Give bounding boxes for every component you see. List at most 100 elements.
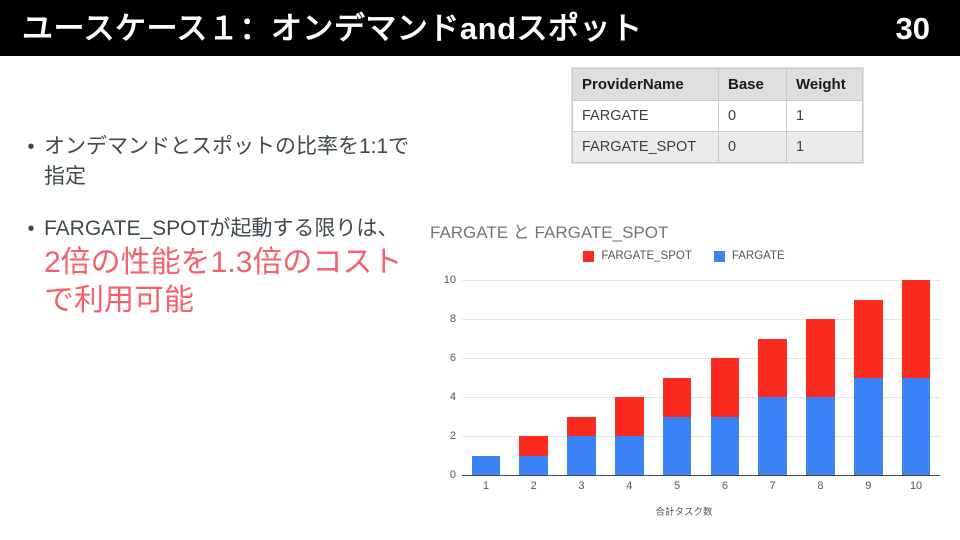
bar-stack[interactable] [901,280,931,475]
chart-x-axis-label: 合計タスク数 [655,507,713,518]
bar-slot[interactable] [797,280,845,475]
cell-weight: 1 [786,100,863,132]
y-tick-label: 0 [449,469,456,481]
bar-segment-fargate[interactable] [758,397,788,475]
x-tick-label: 10 [909,480,923,492]
slide-number: 30 [895,10,930,46]
y-tick-label: 10 [443,274,456,286]
x-tick-label: 5 [674,480,681,492]
y-tick-label: 4 [449,391,456,403]
bar-slot[interactable] [844,280,892,475]
column-header-base: Base [718,68,787,101]
cell-weight: 1 [786,131,863,163]
bar-slot[interactable] [749,280,797,475]
bar-segment-fargate-spot[interactable] [519,436,549,456]
bar-segment-fargate[interactable] [710,416,740,475]
bar-segment-fargate-spot[interactable] [567,416,596,436]
bar-segment-fargate[interactable] [567,436,596,475]
bar-slot[interactable] [462,280,510,475]
bar-slot[interactable] [701,280,749,475]
y-tick-label: 2 [449,430,456,442]
legend-label: FARGATE_SPOT [601,250,692,262]
x-tick-label: 8 [817,480,824,492]
bar-segment-fargate-spot[interactable] [758,338,788,397]
slide-title-bar: ユースケース１：オンデマンドandスポット 30 [0,0,960,56]
gridline [462,280,940,281]
gridline [462,436,940,437]
bar-segment-fargate-spot[interactable] [614,397,644,436]
y-tick-label: 6 [449,352,456,364]
bar-slot[interactable] [558,280,606,475]
gridline [462,397,940,398]
bar-slot[interactable] [653,280,701,475]
bar-segment-fargate[interactable] [806,397,835,475]
legend-item-fargate: FARGATE [713,250,785,262]
cell-base: 0 [718,131,787,163]
legend-label: FARGATE [731,250,785,262]
table-row: FARGATE_SPOT 0 1 [572,131,863,163]
bar-slot[interactable] [892,280,940,475]
bar-slot[interactable] [605,280,653,475]
x-tick-label: 6 [721,480,728,492]
bar-stack[interactable] [567,416,596,475]
chart-legend: FARGATE_SPOT FARGATE [420,250,948,262]
bar-stack[interactable] [662,377,692,475]
x-tick-label: 4 [626,480,633,492]
chart-x-axis-line [462,474,940,476]
bar-segment-fargate[interactable] [471,455,501,475]
bullet-text-plain: オンデマンドとスポットの比率を1:1で指定 [44,135,410,188]
bar-segment-fargate[interactable] [614,436,644,475]
x-tick-label: 2 [530,480,537,492]
chart-x-axis-ticks: 1 2 3 4 5 6 7 8 9 10 [462,480,940,492]
list-item: • オンデマンドとスポットの比率を1:1で指定 [18,132,413,192]
x-tick-label: 7 [769,480,776,492]
x-tick-label: 1 [482,480,489,492]
bar-segment-fargate-spot[interactable] [853,299,883,378]
bullet-marker-icon: • [27,136,35,158]
bullet-list: • オンデマンドとスポットの比率を1:1で指定 • FARGATE_SPOTが起… [18,132,413,320]
bar-segment-fargate-spot[interactable] [662,377,692,417]
legend-item-fargate-spot: FARGATE_SPOT [583,250,692,262]
bar-stack[interactable] [806,319,835,475]
legend-swatch-icon [583,250,595,262]
gridline [462,358,940,359]
bar-stack[interactable] [853,299,883,475]
chart-title: FARGATE と FARGATE_SPOT [430,223,669,242]
list-item: • FARGATE_SPOTが起動する限りは、 2倍の性能を1.3倍のコストで利用… [18,214,413,320]
bar-stack[interactable] [614,397,644,475]
bullet-text: オンデマンドとスポットの比率を1:1で指定 [44,132,413,192]
cell-providername: FARGATE_SPOT [572,131,719,163]
bar-stack[interactable] [758,338,788,475]
bar-segment-fargate-spot[interactable] [710,358,740,417]
table-row: FARGATE 0 1 [572,100,863,132]
x-tick-label: 3 [578,480,585,492]
bar-segment-fargate-spot[interactable] [806,319,835,397]
page-title: ユースケース１：オンデマンドandスポット [22,10,643,46]
cell-providername: FARGATE [572,100,719,132]
bullet-text-highlight: 2倍の性能を1.3倍のコストで利用可能 [44,246,403,317]
bar-segment-fargate[interactable] [519,455,549,475]
bar-segment-fargate[interactable] [901,377,931,475]
gridline [462,319,940,320]
table-header-row: ProviderName Base Weight [572,68,863,101]
bar-stack[interactable] [710,358,740,475]
legend-swatch-icon [713,250,725,262]
chart-plot-area: 0 2 4 6 8 10 [444,274,940,481]
y-tick-label: 8 [449,313,456,325]
x-tick-label: 9 [865,480,872,492]
bar-segment-fargate-spot[interactable] [901,280,931,378]
bullet-text-plain: FARGATE_SPOTが起動する限りは、 [44,217,399,240]
stacked-bar-chart: FARGATE と FARGATE_SPOT FARGATE_SPOT FARG… [420,212,948,532]
provider-strategy-table: ProviderName Base Weight FARGATE 0 1 FAR… [572,68,863,163]
bar-slot[interactable] [510,280,558,475]
chart-bars [462,280,940,475]
column-header-weight: Weight [786,68,863,101]
bar-segment-fargate[interactable] [662,416,692,475]
bullet-text: FARGATE_SPOTが起動する限りは、 2倍の性能を1.3倍のコストで利用可能 [44,214,413,320]
bar-stack[interactable] [471,455,501,475]
cell-base: 0 [718,100,787,132]
column-header-providername: ProviderName [572,68,719,101]
bar-segment-fargate[interactable] [853,377,883,475]
bullet-marker-icon: • [27,218,35,240]
bar-stack[interactable] [519,436,549,475]
